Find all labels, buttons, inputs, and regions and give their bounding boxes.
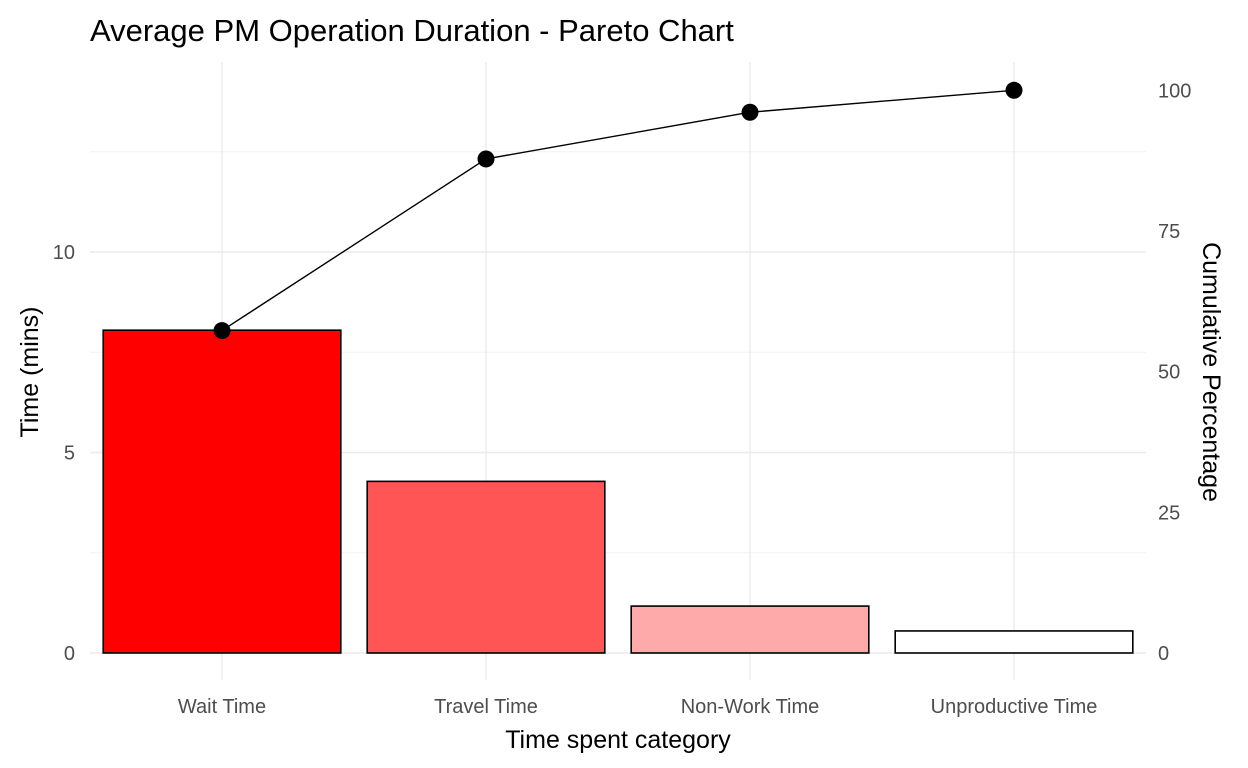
bar xyxy=(630,605,870,654)
bar xyxy=(366,480,606,654)
secondary-y-axis-title: Cumulative Percentage xyxy=(1197,242,1225,502)
bar xyxy=(894,630,1134,654)
cumulative-point xyxy=(1005,81,1023,99)
y-tick-label: 5 xyxy=(64,443,75,465)
y2-tick-label: 75 xyxy=(1158,221,1180,243)
x-tick-label: Travel Time xyxy=(434,696,538,718)
cumulative-point xyxy=(477,150,495,168)
cumulative-point xyxy=(741,103,759,121)
cumulative-line xyxy=(213,81,1023,340)
cumulative-point xyxy=(213,322,231,340)
x-tick-label: Unproductive Time xyxy=(931,696,1098,718)
bar xyxy=(102,329,342,654)
cumulative-line-path xyxy=(221,89,1015,332)
x-axis-title: Time spent category xyxy=(505,726,731,754)
y2-tick-label: 50 xyxy=(1158,362,1180,384)
y-tick-label: 0 xyxy=(64,643,75,665)
y-tick-label: 10 xyxy=(53,242,75,264)
y-axis-title: Time (mins) xyxy=(16,306,44,437)
bars xyxy=(102,329,1134,654)
x-tick-label: Non-Work Time xyxy=(681,696,820,718)
y2-tick-label: 0 xyxy=(1158,643,1169,665)
y2-tick-label: 25 xyxy=(1158,502,1180,524)
y2-tick-label: 100 xyxy=(1158,80,1191,102)
chart-title: Average PM Operation Duration - Pareto C… xyxy=(90,13,734,48)
x-tick-label: Wait Time xyxy=(178,696,266,718)
